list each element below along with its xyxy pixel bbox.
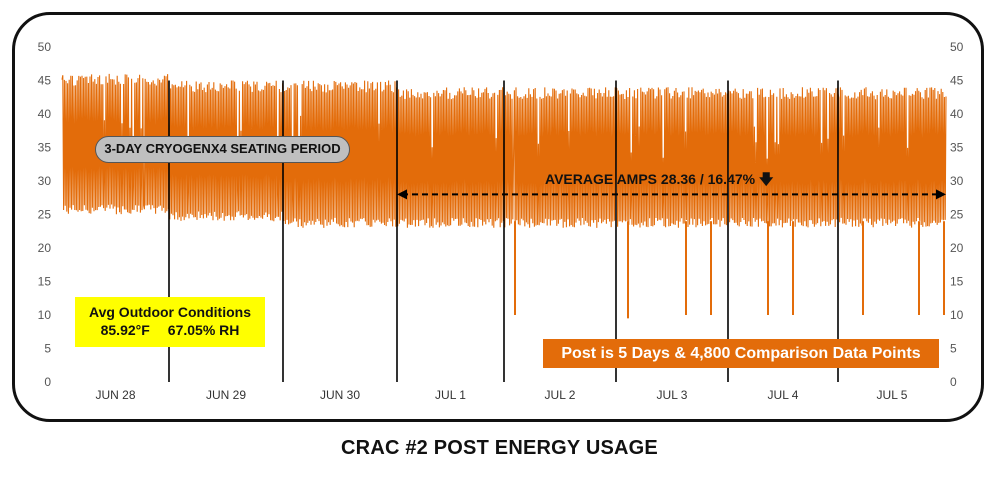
x-category-label: JUN 30 bbox=[320, 388, 360, 402]
conditions-temp: 85.92°F bbox=[100, 322, 150, 338]
seating-period-label: 3-DAY CRYOGENX4 SEATING PERIOD bbox=[95, 136, 350, 163]
y-tick-label: 40 bbox=[38, 107, 52, 121]
series-segment-jun-29 bbox=[168, 80, 284, 222]
y2-tick-label: 0 bbox=[950, 375, 957, 389]
series-segment-jul-3 bbox=[615, 87, 729, 228]
conditions-rh: 67.05% RH bbox=[167, 322, 240, 338]
y-tick-label: 45 bbox=[38, 74, 52, 88]
series-segment-jul-2 bbox=[503, 87, 617, 228]
chart-title: CRAC #2 POST ENERGY USAGE bbox=[341, 437, 658, 459]
x-category-label: JUL 4 bbox=[768, 388, 799, 402]
y-tick-label: 10 bbox=[38, 308, 52, 322]
average-arrow-left-head bbox=[397, 189, 407, 200]
x-category-label: JUN 28 bbox=[95, 388, 135, 402]
x-category-label: JUL 2 bbox=[545, 388, 576, 402]
down-arrow-icon: 🡇 bbox=[758, 171, 774, 187]
x-category-label: JUL 5 bbox=[877, 388, 908, 402]
y2-tick-label: 20 bbox=[950, 241, 964, 255]
average-amps-label: AVERAGE AMPS 28.36 / 16.47% 🡇 bbox=[545, 169, 773, 193]
y-tick-label: 35 bbox=[38, 141, 52, 155]
series-segment-jul-4 bbox=[727, 87, 839, 228]
x-category-label: JUL 1 bbox=[435, 388, 466, 402]
y-tick-label: 0 bbox=[44, 375, 51, 389]
y-tick-label: 5 bbox=[44, 342, 51, 356]
y2-tick-label: 25 bbox=[950, 208, 964, 222]
y2-tick-label: 50 bbox=[950, 40, 964, 54]
series-segment-jul-1 bbox=[396, 87, 504, 228]
x-category-label: JUN 29 bbox=[206, 388, 246, 402]
y2-tick-label: 35 bbox=[950, 141, 964, 155]
conditions-title: Avg Outdoor Conditions bbox=[88, 304, 251, 320]
y-tick-label: 20 bbox=[38, 241, 52, 255]
y-tick-label: 50 bbox=[38, 40, 52, 54]
outdoor-conditions-box: Avg Outdoor Conditions 85.92°F 67.05% RH bbox=[75, 297, 265, 347]
y2-tick-label: 45 bbox=[950, 74, 964, 88]
y2-tick-label: 40 bbox=[950, 107, 964, 121]
y2-tick-label: 10 bbox=[950, 308, 964, 322]
y2-tick-label: 30 bbox=[950, 174, 964, 188]
y-tick-label: 25 bbox=[38, 208, 52, 222]
y2-tick-label: 15 bbox=[950, 275, 964, 289]
average-amps-text: AVERAGE AMPS 28.36 / 16.47% bbox=[545, 171, 756, 187]
average-arrow-right-head bbox=[936, 189, 946, 200]
y-tick-label: 15 bbox=[38, 275, 52, 289]
post-note-box: Post is 5 Days & 4,800 Comparison Data P… bbox=[543, 339, 939, 368]
series-segment-jun-30 bbox=[282, 80, 398, 228]
x-category-label: JUL 3 bbox=[657, 388, 688, 402]
y-tick-label: 30 bbox=[38, 174, 52, 188]
series-segment-jul-5 bbox=[837, 87, 947, 228]
y2-tick-label: 5 bbox=[950, 342, 957, 356]
